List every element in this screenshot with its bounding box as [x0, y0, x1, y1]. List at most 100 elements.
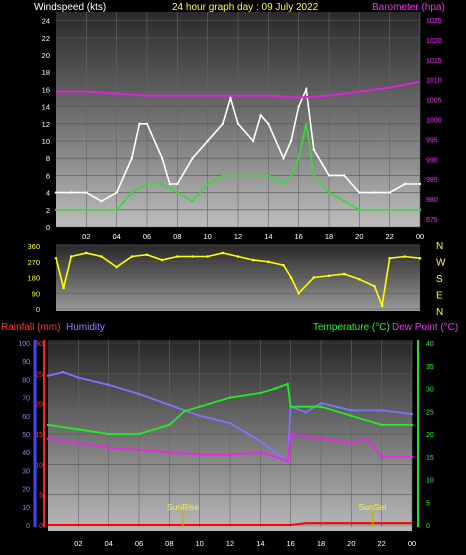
temperature-axis-label: Temperature (°C): [313, 322, 390, 333]
wind-x-tick-label: 16: [294, 232, 302, 241]
temperature-point: [137, 432, 141, 436]
humidity-tick-label: 40: [22, 450, 30, 457]
gust-point: [259, 114, 262, 117]
humidity-point: [61, 370, 65, 374]
wind-tick-label: 14: [42, 103, 50, 112]
average-point: [403, 208, 407, 211]
average-point: [115, 208, 118, 211]
wind-tick-label: 12: [42, 120, 50, 129]
dew-point-point: [107, 446, 110, 449]
direction-point: [176, 255, 179, 258]
gust-point: [100, 200, 103, 203]
direction-point: [62, 286, 65, 290]
wind-x-tick-label: 22: [385, 232, 393, 241]
direction-point: [267, 260, 270, 264]
temperature-point: [350, 414, 353, 417]
humidity-tick-label: 0: [26, 523, 30, 530]
chart-title: 24 hour graph day : 09 July 2022: [172, 2, 319, 13]
barometer-tick-label: 1005: [426, 98, 442, 105]
average-point: [388, 208, 391, 211]
temperature-point: [410, 423, 414, 427]
humidity-point: [77, 376, 80, 379]
dew-point-point: [46, 437, 50, 440]
humidity-point: [107, 383, 110, 387]
direction-point: [54, 256, 58, 260]
average-point: [100, 208, 103, 211]
gust-point: [168, 182, 171, 186]
temperature-point: [274, 387, 277, 390]
direction-point: [115, 265, 118, 269]
direction-point: [373, 284, 376, 288]
lower-x-tick-label: 10: [195, 539, 203, 548]
humidity-tick-label: 60: [22, 414, 30, 421]
gust-point: [312, 148, 316, 151]
average-point: [267, 174, 270, 177]
lower-x-tick-label: 18: [317, 539, 325, 548]
dew-point-point: [289, 432, 292, 436]
lower-x-tick-label: 00: [408, 539, 416, 548]
gust-point: [176, 182, 179, 186]
average-point: [373, 208, 376, 211]
barometer-tick-label: 1020: [426, 38, 442, 45]
direction-point: [327, 274, 331, 278]
gust-point: [289, 139, 293, 143]
wind-tick-label: 10: [42, 137, 50, 146]
humidity-tick-label: 80: [22, 377, 30, 384]
dew-point-point: [168, 451, 171, 454]
gust-point: [305, 88, 308, 91]
barometer-tick-label: 995: [426, 137, 438, 144]
wind-x-tick-label: 10: [203, 232, 211, 241]
temperature-point: [198, 405, 201, 408]
dew-point-point: [259, 451, 262, 454]
average-point: [358, 208, 361, 211]
temperature-point: [304, 405, 308, 408]
humidity-tick-label: 100: [18, 341, 30, 348]
gust-point: [236, 122, 240, 126]
humidity-point: [274, 451, 277, 454]
dew-point-line: [48, 432, 412, 463]
gust-point: [85, 191, 88, 194]
humidity-point: [350, 409, 353, 412]
direction-point: [206, 255, 209, 258]
gust-point: [130, 157, 134, 160]
average-point: [327, 191, 331, 194]
lower-x-tick-label: 06: [135, 539, 143, 548]
gust-point: [251, 139, 255, 143]
direction-tick-label: 270: [27, 258, 40, 267]
rainfall-tick-label: 30: [35, 341, 43, 348]
dew-point-point: [365, 437, 368, 440]
humidity-point: [228, 421, 232, 425]
temperature-point: [77, 428, 80, 431]
average-point: [69, 208, 73, 211]
gust-point: [229, 96, 232, 100]
windspeed-axis-label: Windspeed (kts): [34, 2, 106, 13]
rainfall-line: [48, 522, 412, 526]
temperature-tick-label: 40: [426, 341, 434, 348]
humidity-point: [319, 401, 323, 405]
direction-point: [236, 255, 240, 258]
dew-point-point: [286, 460, 289, 463]
humidity-tick-label: 20: [22, 487, 30, 494]
humidity-tick-label: 90: [22, 359, 30, 366]
wind-x-tick-label: 18: [325, 232, 333, 241]
gust-point: [267, 122, 270, 126]
gust-point: [342, 174, 346, 177]
direction-point: [69, 255, 73, 258]
barometer-tick-label: 1015: [426, 58, 442, 65]
lower-x-tick-label: 14: [256, 539, 264, 548]
humidity-point: [137, 392, 141, 396]
lower-x-tick-label: 04: [104, 539, 112, 548]
average-point: [312, 174, 316, 177]
barometer-tick-label: 980: [426, 197, 438, 204]
sunset-label: SunSet: [359, 502, 388, 512]
barometer-tick-label: 1010: [426, 78, 442, 85]
gust-point: [206, 139, 209, 143]
barometer-tick-label: 1000: [426, 118, 442, 125]
direction-point: [358, 277, 361, 281]
wind-x-tick-label: 00: [416, 232, 424, 241]
compass-label: N: [436, 241, 443, 252]
average-point: [85, 208, 88, 211]
temperature-point: [183, 410, 186, 413]
barometer-axis-label: Barometer (hpa): [372, 2, 445, 13]
